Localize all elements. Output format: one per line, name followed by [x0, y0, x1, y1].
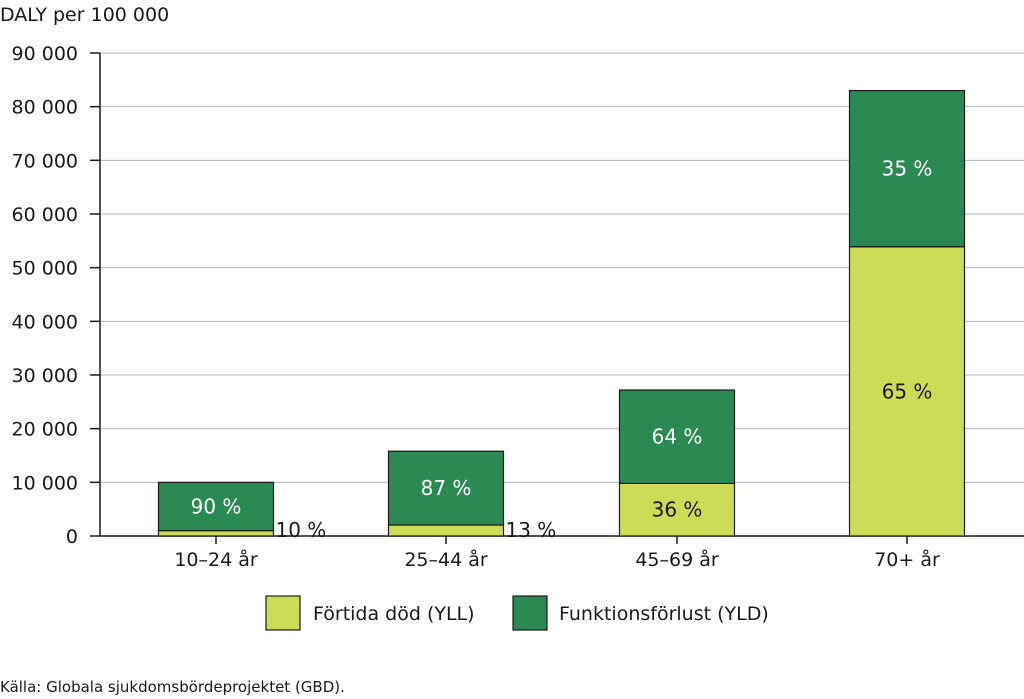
bar-segment-yll: [848, 246, 966, 537]
data-label: 10 %: [276, 518, 327, 542]
legend-label: Förtida död (YLL): [313, 603, 475, 625]
y-tick-label: 20 000: [12, 419, 78, 441]
x-axis-ticks: 10–24 år 25–44 år 45–69 år 70+ år: [174, 536, 940, 571]
bar-segment-yld: [618, 389, 736, 485]
data-label: 90 %: [191, 494, 242, 518]
legend: Förtida död (YLL) Funktionsförlust (YLD): [265, 595, 769, 631]
data-labels: 10 % 90 % 13 % 87 % 36 % 64 % 65 % 35 %: [191, 157, 933, 542]
y-tick-label: 50 000: [12, 258, 78, 280]
y-axis-ticks: 0 10 000 20 000 30 000 40 000 50 000 60 000 70 …: [12, 43, 1024, 548]
x-tick-label: 25–44 år: [404, 548, 488, 571]
data-label: 36 %: [652, 498, 703, 522]
y-tick-label: 90 000: [12, 43, 78, 65]
data-label: 64 %: [652, 425, 703, 449]
legend-swatch: [512, 595, 548, 631]
x-tick-label: 45–69 år: [635, 548, 719, 571]
x-tick-label: 10–24 år: [174, 548, 258, 571]
y-tick-label: 10 000: [12, 472, 78, 494]
data-label: 13 %: [506, 518, 557, 542]
bar-segment-yld: [848, 89, 966, 248]
y-axis-label: DALY per 100 000: [0, 4, 169, 26]
bar-segment-yll: [387, 524, 505, 537]
y-tick-label: 30 000: [12, 365, 78, 387]
y-tick-label: 60 000: [12, 204, 78, 226]
data-label: 35 %: [882, 157, 933, 181]
bar-segment-yll: [157, 530, 275, 537]
y-tick-label: 70 000: [12, 150, 78, 172]
bars: [157, 89, 966, 537]
y-tick-label: 80 000: [12, 97, 78, 119]
data-label: 65 %: [882, 379, 933, 403]
data-label: 87 %: [421, 476, 472, 500]
gridlines: [100, 52, 1024, 483]
legend-swatch: [265, 595, 301, 631]
y-tick-label: 0: [66, 526, 78, 548]
bar-segment-yld: [157, 481, 275, 532]
legend-label: Funktionsförlust (YLD): [559, 603, 769, 625]
bar-segment-yld: [387, 450, 505, 526]
y-tick-label: 40 000: [12, 311, 78, 333]
x-tick-label: 70+ år: [874, 548, 940, 571]
source-note: Källa: Globala sjukdomsbördeprojektet (G…: [0, 678, 345, 696]
